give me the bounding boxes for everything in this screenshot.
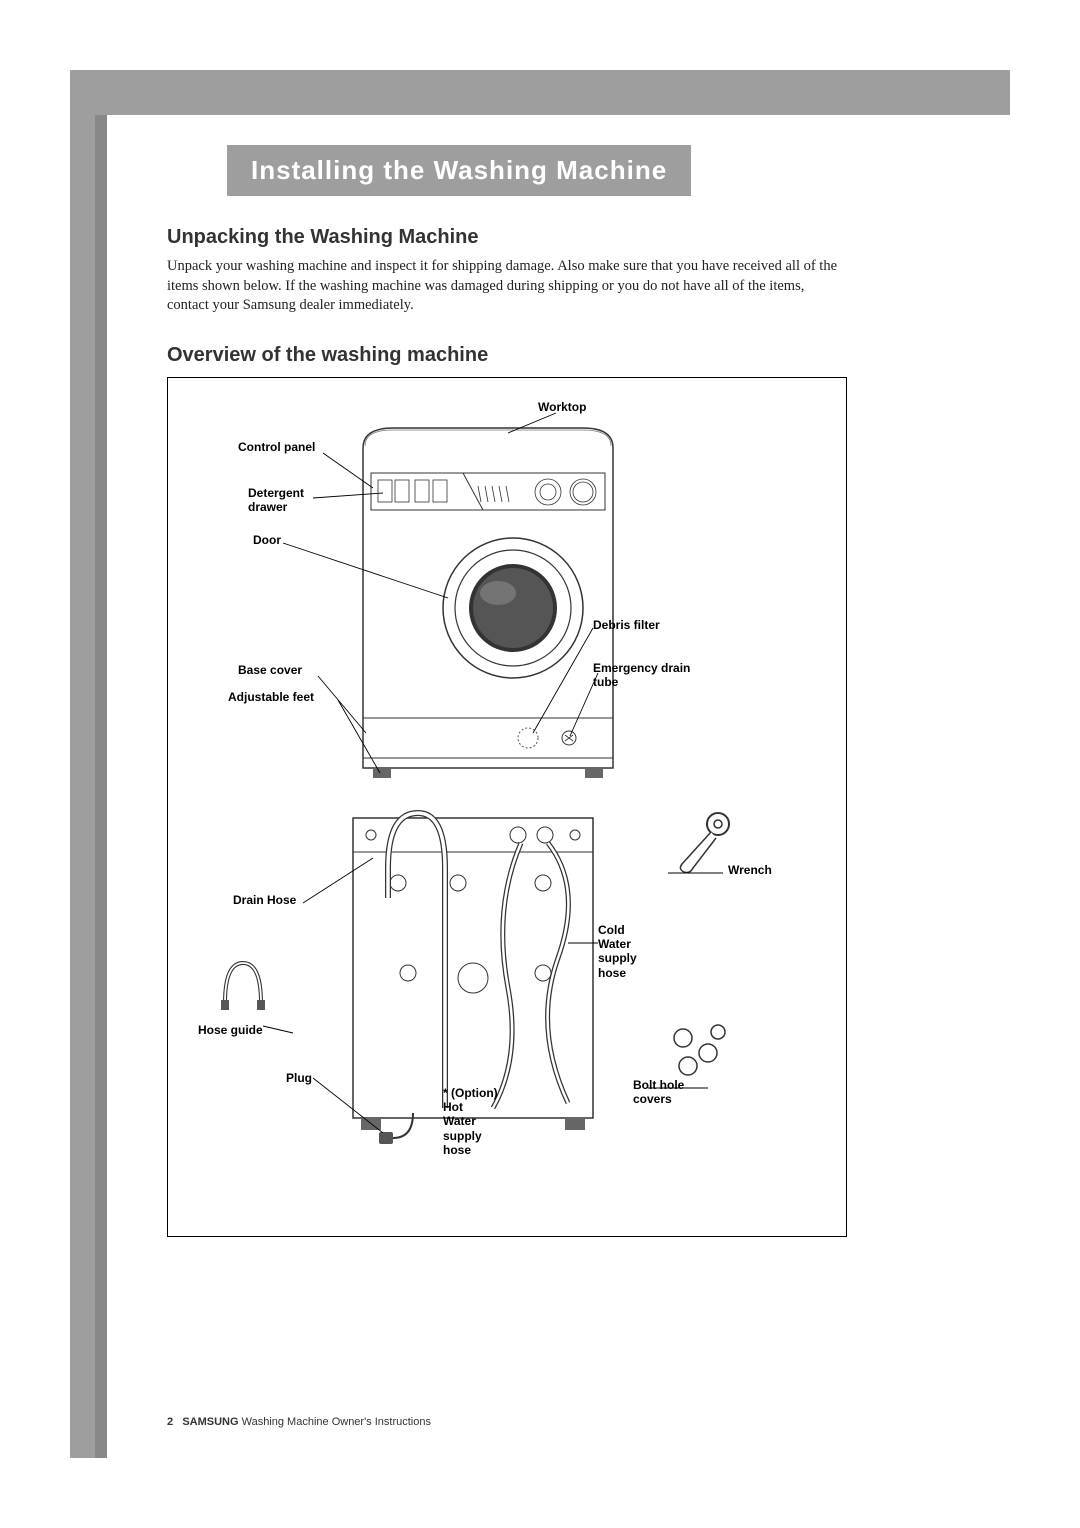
footer-brand: SAMSUNG <box>182 1416 238 1428</box>
label-adjustable-feet: Adjustable feet <box>228 690 314 704</box>
page-content: Installing the Washing Machine Unpacking… <box>95 115 1010 1458</box>
footer-doc-title: Washing Machine Owner's Instructions <box>242 1416 431 1428</box>
hose-guide-icon <box>213 948 273 1018</box>
label-emergency-drain: Emergency drain tube <box>593 661 690 690</box>
label-cold-water: Cold Water supply hose <box>598 923 637 981</box>
page-footer: 2 SAMSUNG Washing Machine Owner's Instru… <box>167 1416 431 1428</box>
label-hot-water: * (Option) Hot Water supply hose <box>443 1086 498 1158</box>
page-title: Installing the Washing Machine <box>227 145 691 196</box>
label-control-panel: Control panel <box>238 440 315 454</box>
label-wrench: Wrench <box>728 863 772 877</box>
label-drain-hose: Drain Hose <box>233 893 296 907</box>
section-overview-heading: Overview of the washing machine <box>167 344 950 367</box>
outer-frame: Installing the Washing Machine Unpacking… <box>70 70 1010 1458</box>
label-debris-filter: Debris filter <box>593 618 660 632</box>
label-base-cover: Base cover <box>238 663 302 677</box>
footer-page-number: 2 <box>167 1416 173 1428</box>
label-hose-guide: Hose guide <box>198 1023 263 1037</box>
label-detergent-drawer: Detergent drawer <box>248 486 304 515</box>
section-unpacking-heading: Unpacking the Washing Machine <box>167 226 950 249</box>
section-unpacking-body: Unpack your washing machine and inspect … <box>167 257 847 316</box>
overview-diagram: Worktop Control panel Detergent drawer D… <box>167 377 847 1237</box>
label-door: Door <box>253 533 281 547</box>
washing-machine-front-icon <box>353 418 623 778</box>
label-bolt-covers: Bolt hole covers <box>633 1078 684 1107</box>
label-plug: Plug <box>286 1071 312 1085</box>
label-worktop: Worktop <box>538 400 586 414</box>
